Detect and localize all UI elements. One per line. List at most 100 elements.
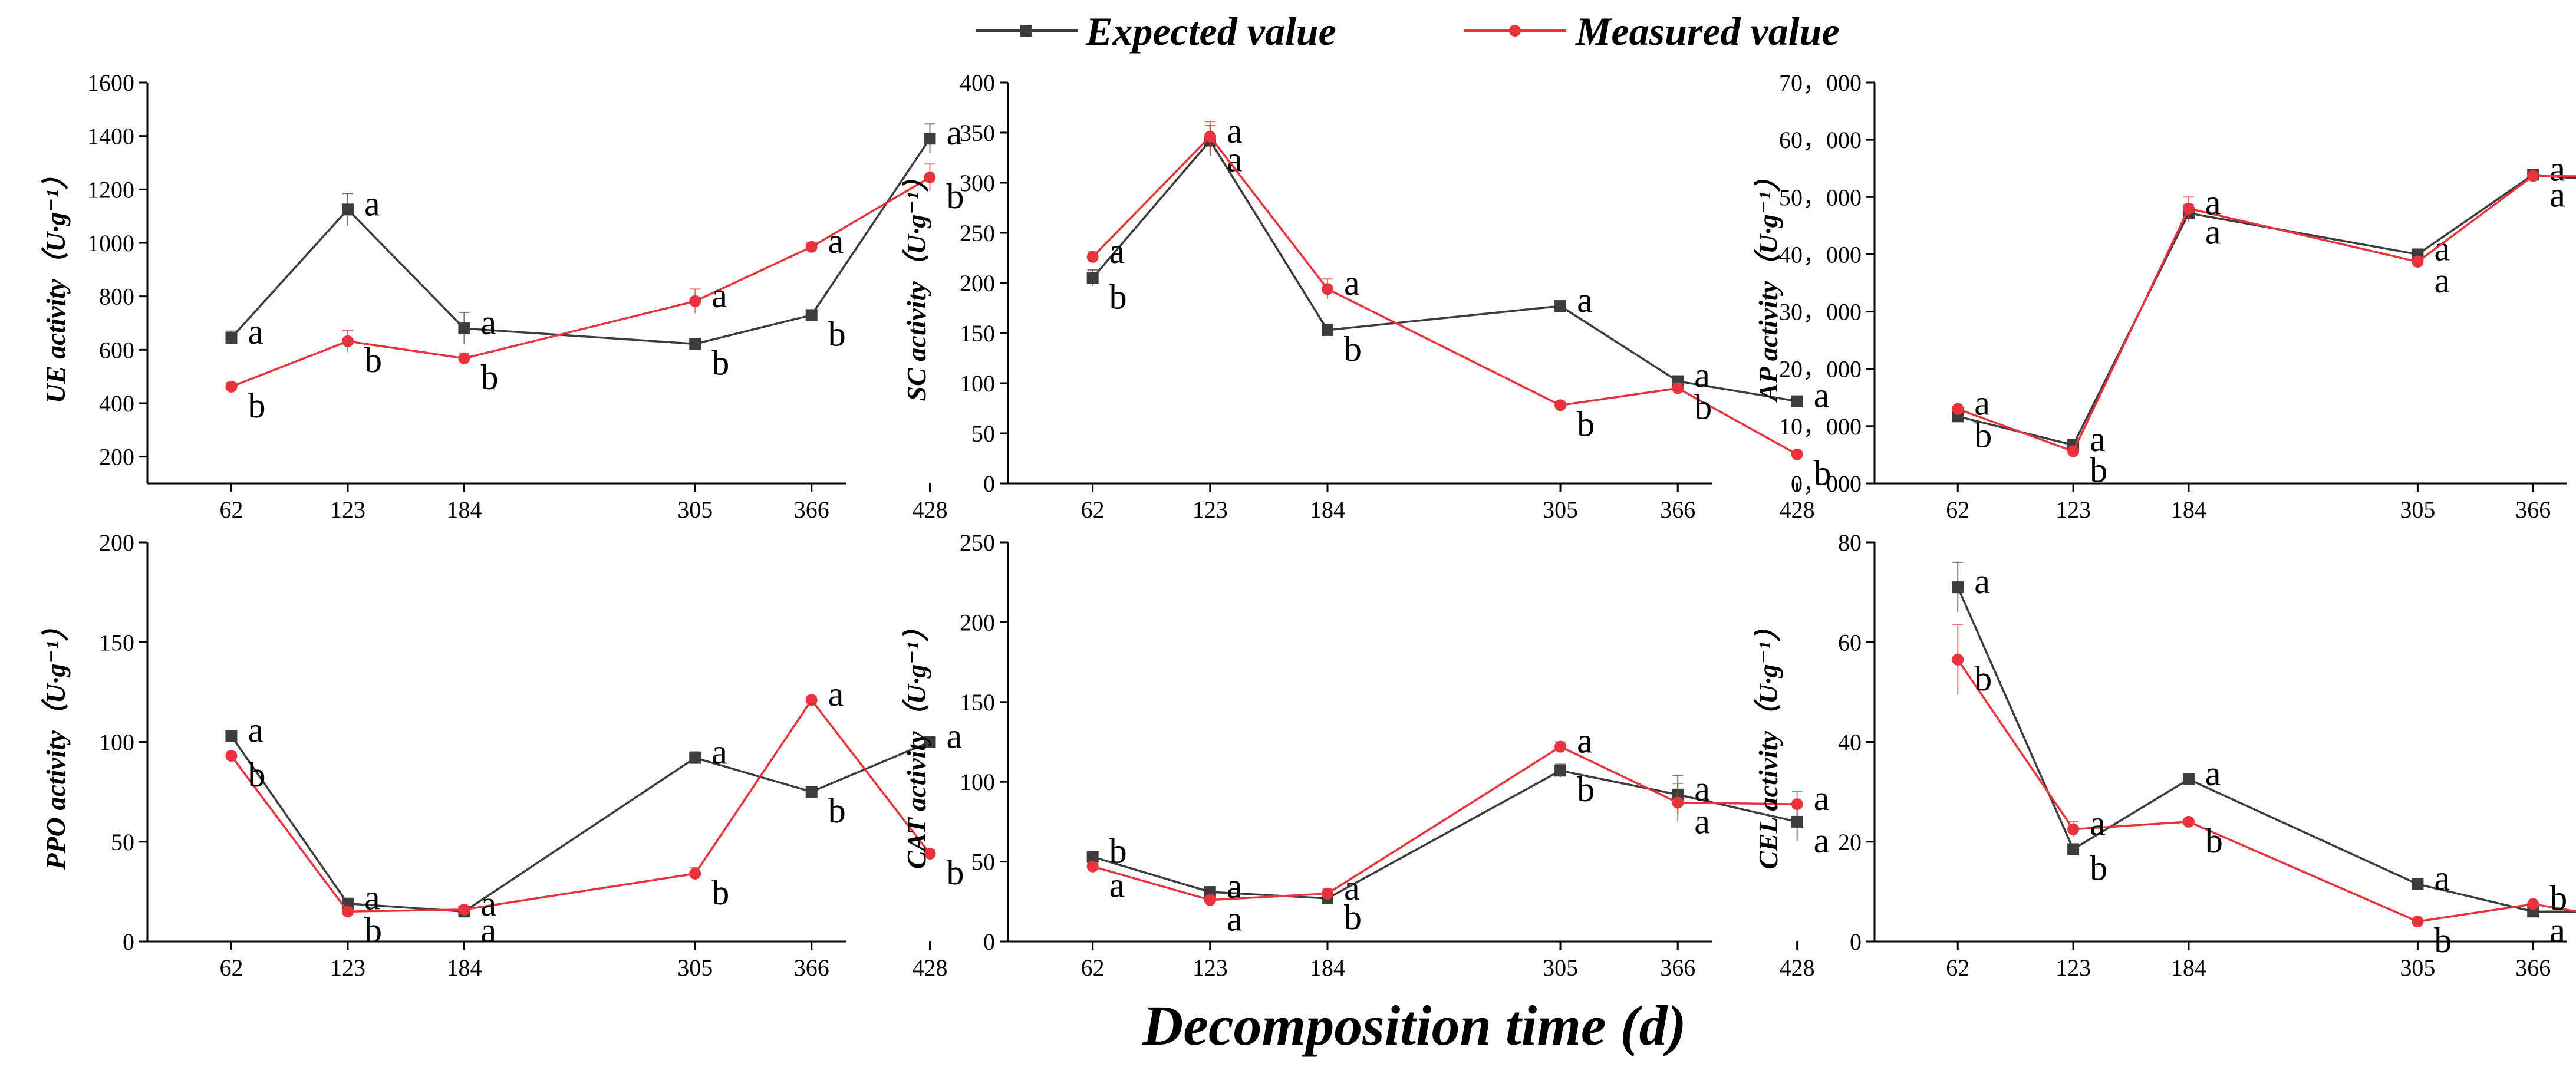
significance-letter: a	[2434, 261, 2450, 300]
significance-letter: a	[1814, 376, 1830, 415]
data-point-measured	[805, 241, 818, 253]
data-point-measured	[689, 295, 701, 307]
legend-expected-marker	[1020, 25, 1032, 37]
data-point-measured	[1672, 382, 1684, 394]
significance-letter: b	[946, 853, 964, 892]
x-tick-label: 123	[330, 496, 365, 523]
significance-letter: b	[2434, 921, 2452, 960]
data-point-measured	[1952, 653, 1964, 666]
y-tick-label: 70，000	[1779, 70, 1862, 96]
series-line-expected	[1957, 173, 2576, 446]
y-tick-label: 250	[960, 220, 995, 246]
y-tick-label: 1400	[87, 123, 134, 150]
significance-letter: a	[1694, 356, 1710, 395]
y-tick-label: 0	[123, 929, 134, 955]
y-tick-label: 0	[983, 929, 995, 955]
data-point-expected	[1086, 851, 1099, 863]
significance-letter: a	[1694, 769, 1710, 808]
x-tick-label: 123	[1193, 496, 1228, 523]
data-point-measured	[341, 335, 354, 347]
y-tick-label: 1000	[87, 230, 134, 256]
series-line-measured	[1957, 175, 2576, 453]
chart-panel-3: 0，000 10，000 20，000 30，000 40，000 50，000 60，00…	[1753, 70, 2576, 523]
data-point-measured	[2412, 916, 2424, 928]
series-line-expected	[230, 138, 931, 345]
significance-letter: a	[1577, 722, 1593, 760]
y-tick-label: 350	[960, 120, 995, 146]
data-point-measured	[1791, 798, 1803, 811]
significance-letter: b	[2205, 821, 2223, 860]
data-point-expected	[805, 786, 818, 798]
data-point-expected	[1554, 765, 1567, 777]
significance-letter: a	[2205, 183, 2221, 222]
significance-letter: b	[1344, 330, 1362, 368]
y-tick-label: 100	[99, 729, 134, 756]
significance-letter: a	[711, 733, 727, 772]
data-point-measured	[341, 906, 354, 918]
data-point-expected	[805, 309, 818, 321]
x-tick-label: 305	[677, 496, 713, 523]
data-point-expected	[689, 752, 701, 764]
data-point-expected	[924, 736, 936, 748]
legend: Expected value Measured value	[976, 9, 1840, 54]
data-point-expected	[225, 730, 238, 742]
significance-letter: b	[364, 341, 382, 380]
significance-letter: a	[480, 303, 496, 342]
x-tick-label: 366	[2515, 954, 2551, 981]
y-axis-label: CEL activity（U·g⁻¹）	[1753, 614, 1783, 869]
x-axis-title: Decomposition time (d)	[1142, 994, 1686, 1057]
data-point-measured	[2527, 898, 2539, 910]
data-point-measured	[1952, 403, 1964, 415]
data-point-expected	[1321, 324, 1333, 336]
y-tick-label: 50	[111, 829, 134, 855]
y-tick-label: 20，000	[1779, 356, 1862, 383]
significance-letter: a	[1109, 866, 1125, 905]
data-point-expected	[1554, 300, 1567, 312]
y-tick-label: 0，000	[1791, 470, 1862, 497]
significance-letter: a	[2549, 175, 2565, 214]
data-point-expected	[341, 203, 354, 216]
data-point-measured	[225, 750, 238, 762]
significance-letter: b	[1694, 388, 1712, 427]
y-axis-label: UE activity（U·g⁻¹）	[41, 163, 71, 404]
significance-letter: a	[1974, 384, 1990, 423]
data-point-measured	[1554, 399, 1567, 411]
x-tick-label: 366	[1660, 496, 1695, 523]
data-point-expected	[2412, 878, 2424, 890]
y-tick-label: 250	[960, 529, 995, 556]
chart-panel-4: 0 50 100 150 200 62 123 184 305 366 428 PPO activit…	[41, 529, 964, 981]
y-tick-label: 400	[960, 70, 995, 96]
data-point-expected	[1791, 815, 1803, 828]
significance-letter: a	[2090, 804, 2106, 843]
series-line-measured	[1956, 659, 2576, 923]
significance-letter: a	[1694, 802, 1710, 841]
y-tick-label: 600	[99, 337, 134, 363]
significance-letter: a	[1227, 140, 1243, 179]
data-point-measured	[1791, 448, 1803, 460]
significance-letter: b	[2090, 451, 2107, 490]
x-tick-label: 184	[1310, 496, 1345, 523]
data-point-expected	[2067, 843, 2080, 855]
significance-letter: a	[946, 113, 962, 152]
significance-letter: a	[480, 911, 496, 950]
x-tick-label: 184	[1310, 954, 1345, 981]
y-axis-label: CAT activity（U·g⁻¹）	[901, 615, 931, 870]
x-tick-label: 62	[1081, 954, 1105, 981]
y-tick-label: 60，000	[1779, 127, 1862, 153]
x-tick-label: 62	[1946, 954, 1969, 981]
x-tick-label: 428	[1780, 496, 1815, 523]
significance-letter: a	[364, 184, 380, 223]
series-line-measured	[1092, 135, 1798, 456]
x-tick-label: 62	[219, 954, 243, 981]
significance-letter: a	[828, 222, 844, 261]
significance-letter: a	[2434, 859, 2450, 898]
y-tick-label: 300	[960, 170, 995, 196]
significance-letter: b	[2090, 848, 2107, 887]
x-tick-label: 366	[794, 496, 829, 523]
series-measured: bba bab	[225, 674, 964, 950]
